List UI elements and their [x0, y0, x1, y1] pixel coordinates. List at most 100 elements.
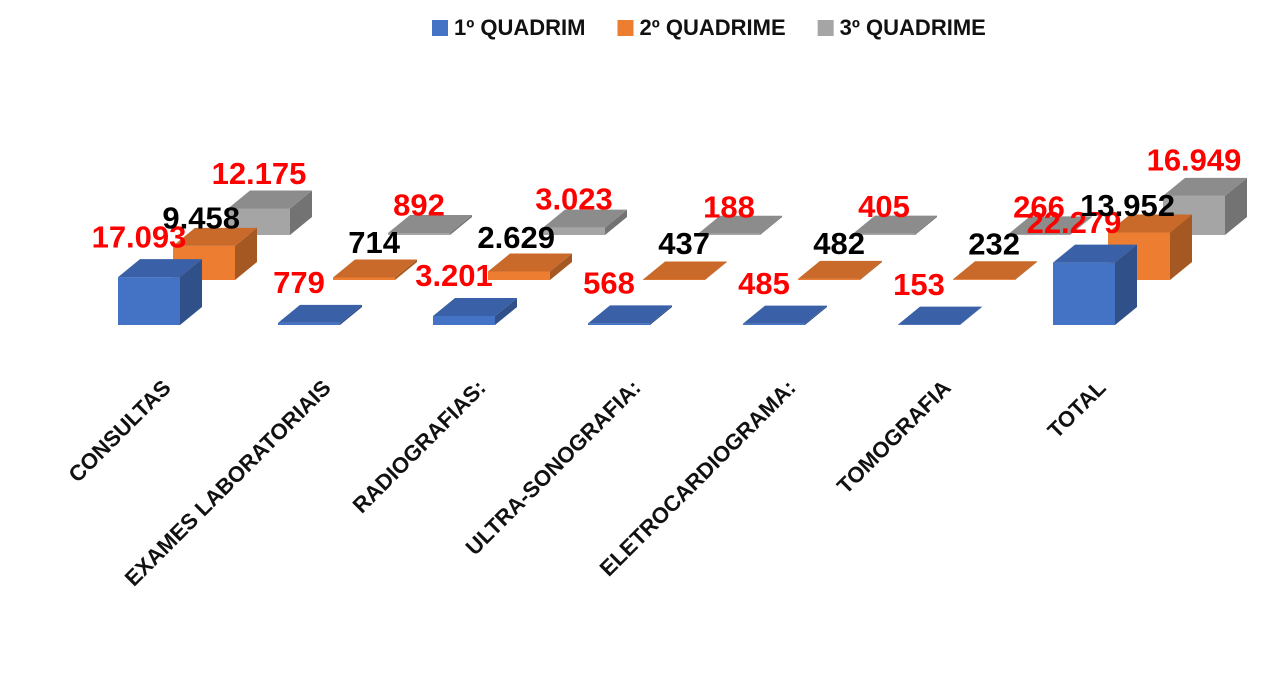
bar — [333, 259, 417, 280]
bar — [698, 215, 782, 235]
bar-front — [488, 271, 550, 280]
data-label: 482 — [813, 226, 865, 261]
data-label: 22.279 — [1027, 205, 1122, 240]
bar — [488, 253, 572, 280]
bar-side — [1070, 216, 1092, 235]
legend-swatch — [617, 20, 634, 36]
bar-front — [543, 227, 605, 235]
bar-front — [333, 277, 395, 280]
bar-side — [1225, 177, 1247, 235]
legend-label: 2º QUADRIME — [639, 15, 785, 40]
data-label: 714 — [348, 225, 400, 260]
bar — [853, 215, 937, 235]
bar-side — [605, 209, 627, 235]
bar-front — [118, 277, 180, 325]
bar-front — [643, 279, 705, 280]
bar-front — [278, 322, 340, 325]
data-label: 405 — [858, 189, 910, 224]
bar-side — [1115, 244, 1137, 325]
x-tick-label: CONSULTAS — [63, 375, 175, 487]
data-label: 13.952 — [1080, 188, 1175, 223]
legend-swatch — [432, 20, 448, 36]
data-label: 892 — [393, 188, 445, 223]
bar-top — [173, 227, 257, 246]
bar-side — [395, 259, 417, 280]
bar-top — [488, 253, 572, 272]
data-label: 3.201 — [415, 258, 493, 293]
bar — [588, 305, 672, 325]
legend-label: 3º QUADRIME — [840, 15, 986, 40]
bar-top — [388, 215, 472, 234]
bar — [643, 261, 727, 280]
bar-top — [278, 304, 362, 323]
legend-swatch — [817, 20, 834, 36]
data-label: 17.093 — [92, 219, 187, 254]
bar-front — [853, 233, 915, 235]
bar-front — [1008, 234, 1070, 235]
bar-top — [228, 190, 312, 209]
bar — [953, 261, 1037, 280]
data-label: 568 — [583, 266, 635, 301]
data-label: 266 — [1013, 189, 1065, 224]
data-label: 485 — [738, 266, 790, 301]
bar-side — [960, 306, 982, 325]
bar-side — [1170, 214, 1192, 280]
bar — [743, 305, 827, 325]
bar-side — [650, 305, 672, 325]
bar — [278, 304, 362, 325]
bar-top — [743, 305, 827, 324]
x-tick-label: TOTAL — [1043, 375, 1111, 443]
bar — [1008, 216, 1092, 235]
bar-front — [1053, 262, 1115, 325]
bar-side — [340, 304, 362, 325]
data-label: 779 — [273, 265, 325, 300]
bar-front — [388, 233, 450, 235]
bar-side — [450, 215, 472, 235]
legend-label: 1º QUADRIM — [454, 15, 585, 40]
bar — [388, 215, 472, 235]
data-label: 437 — [658, 226, 710, 261]
bar-top — [898, 306, 982, 325]
bar — [798, 260, 882, 280]
bar-front — [698, 233, 760, 235]
bar — [118, 259, 202, 325]
bar-top — [1163, 177, 1247, 196]
x-tick-label: RADIOGRAFIAS: — [348, 375, 491, 518]
bar-front — [743, 323, 805, 325]
bar-top — [643, 261, 727, 280]
data-label: 188 — [703, 190, 755, 225]
bar — [543, 209, 627, 235]
bar-top — [953, 261, 1037, 280]
bar-front — [953, 279, 1015, 280]
bar-top — [333, 259, 417, 278]
data-label: 12.175 — [212, 156, 307, 191]
bar-side — [290, 190, 312, 235]
bar-top — [433, 298, 517, 317]
x-tick-label: TOMOGRAFIA — [832, 375, 956, 499]
bar-front — [798, 278, 860, 280]
bar-side — [705, 261, 727, 280]
bar-top — [588, 305, 672, 324]
bar-side — [915, 215, 937, 235]
bar-front — [588, 323, 650, 325]
bar-top — [853, 215, 937, 234]
bar-top — [1053, 244, 1137, 263]
x-tick-label: ULTRA-SONOGRAFIA: — [461, 375, 646, 560]
bar — [433, 298, 517, 325]
bar-side — [805, 305, 827, 325]
bar-side — [180, 259, 202, 325]
bar-side — [760, 215, 782, 235]
bar-top — [698, 215, 782, 234]
data-label: 153 — [893, 267, 945, 302]
bar-side — [235, 227, 257, 280]
bar-side — [860, 260, 882, 280]
bar-side — [495, 298, 517, 325]
bar-top — [798, 260, 882, 279]
bar-top — [1008, 216, 1092, 235]
bar-front — [433, 316, 495, 325]
bar-side — [1015, 261, 1037, 280]
bar — [1053, 244, 1137, 325]
data-label: 9.458 — [162, 201, 240, 236]
data-label: 2.629 — [477, 220, 555, 255]
